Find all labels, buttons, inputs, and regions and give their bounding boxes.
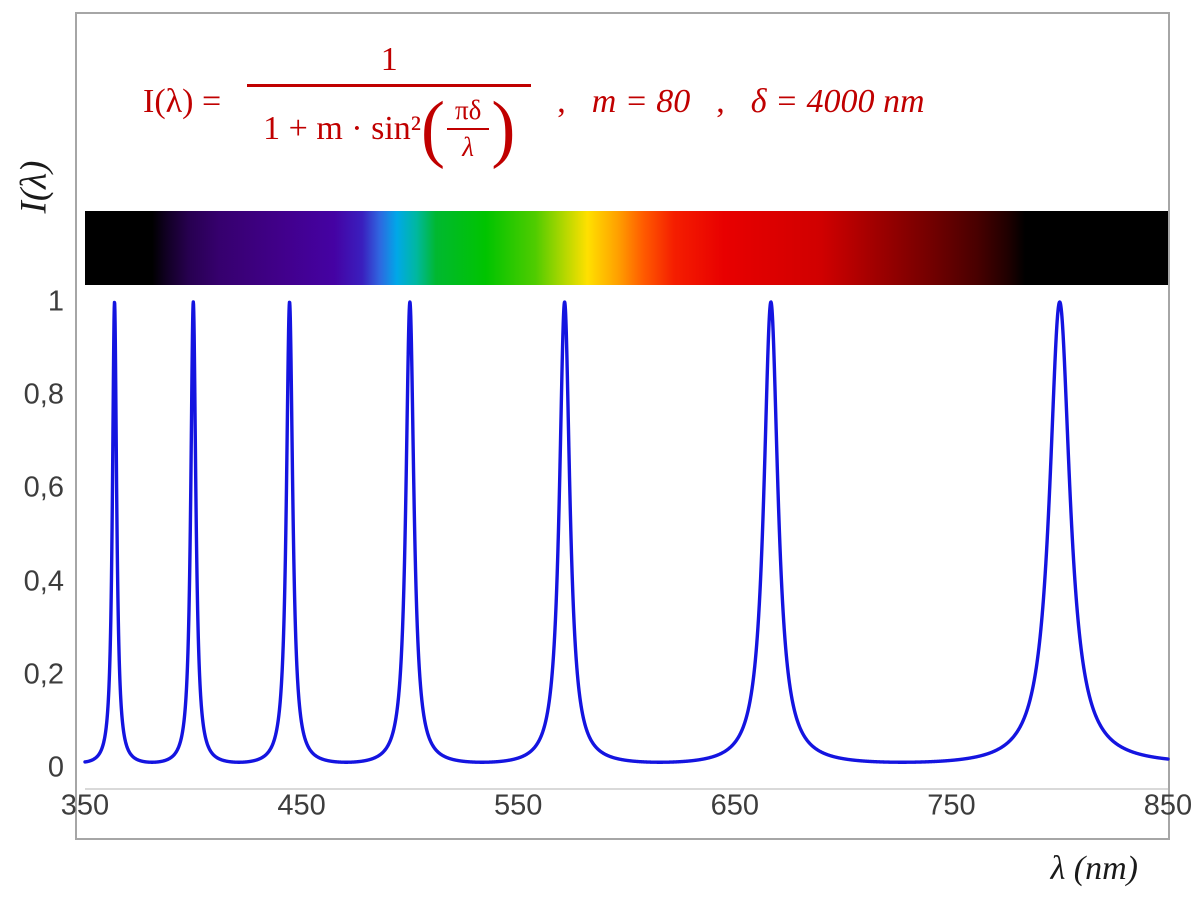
formula-param-m: m = 80	[591, 83, 691, 120]
close-paren: )	[491, 86, 516, 171]
y-tick-label: 0,2	[23, 658, 64, 691]
inner-fraction-numerator: πδ	[446, 97, 490, 130]
x-tick-label: 850	[1143, 789, 1193, 822]
formula-param-delta: δ = 4000 nm	[750, 83, 925, 120]
formula-lhs: I(λ) =	[143, 83, 222, 120]
x-axis-title: λ (nm)	[1050, 850, 1138, 887]
formula-denominator: 1 + m · sin² ( πδ λ )	[247, 84, 532, 171]
inner-fraction-denominator: λ	[462, 132, 474, 162]
intensity-curve-plot	[83, 300, 1170, 764]
x-tick-label: 650	[710, 789, 759, 822]
chart-frame	[75, 12, 1170, 840]
x-tick-label: 750	[927, 789, 976, 822]
intensity-curve	[83, 300, 1170, 764]
formula-separator: ,	[557, 83, 566, 120]
formula-annotation: I(λ) = 1 1 + m · sin² ( πδ λ ) , m = 80 …	[143, 26, 925, 178]
x-axis-line	[85, 788, 1168, 790]
formula-denominator-prefix: 1 + m · sin²	[263, 110, 421, 147]
y-axis-title: I(λ)	[13, 160, 55, 214]
inner-fraction: πδ λ	[446, 97, 490, 162]
x-tick-label: 450	[277, 789, 326, 822]
y-tick-label: 0,8	[23, 378, 64, 411]
formula-numerator: 1	[380, 41, 398, 78]
y-tick-label: 0,4	[23, 565, 64, 598]
x-tick-label: 350	[60, 789, 110, 822]
formula-separator: ,	[716, 83, 725, 120]
y-tick-label: 0	[47, 751, 64, 784]
open-paren: (	[420, 86, 445, 171]
formula-fraction: 1 1 + m · sin² ( πδ λ )	[247, 41, 532, 171]
y-tick-label: 1	[47, 285, 64, 318]
y-tick-label: 0,6	[23, 471, 64, 504]
spectrum-bar	[85, 211, 1168, 285]
x-tick-label: 550	[493, 789, 543, 822]
